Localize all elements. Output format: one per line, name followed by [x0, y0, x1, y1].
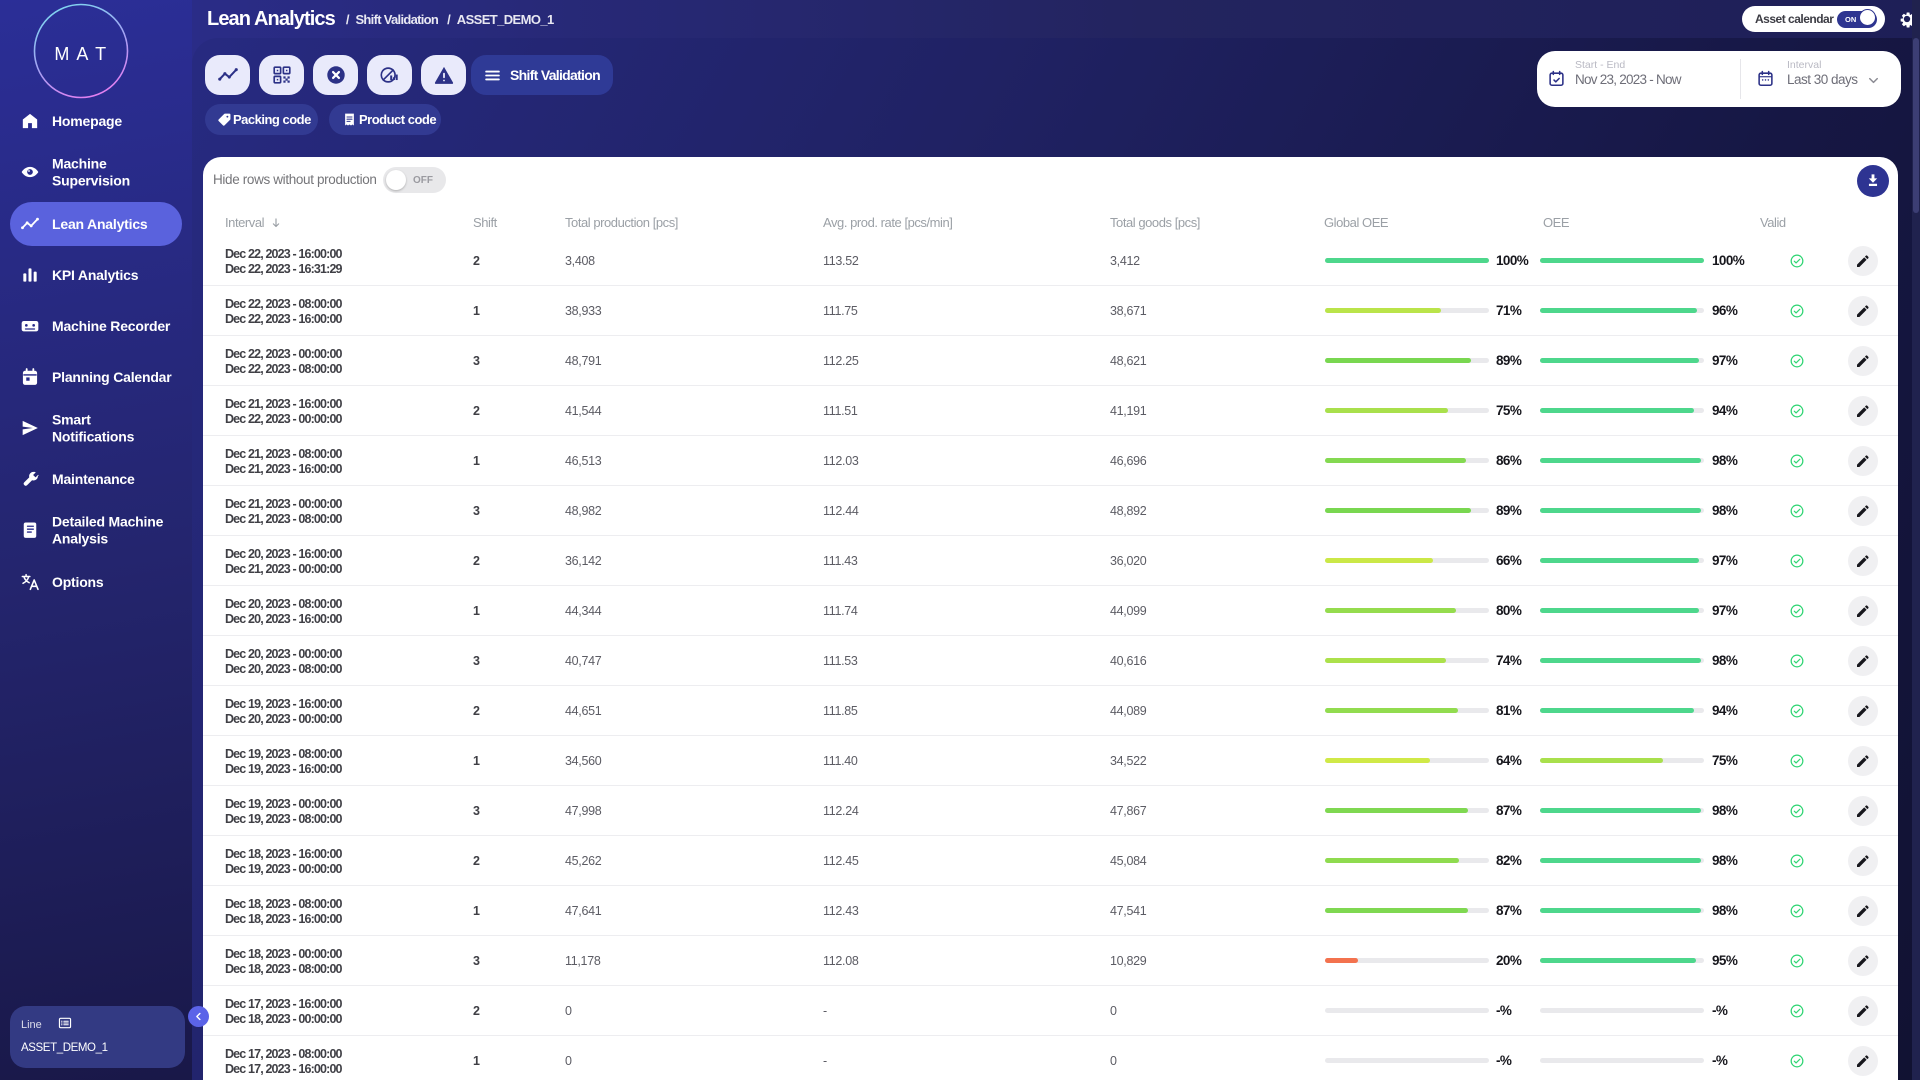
svg-text:M A T: M A T	[54, 44, 107, 64]
